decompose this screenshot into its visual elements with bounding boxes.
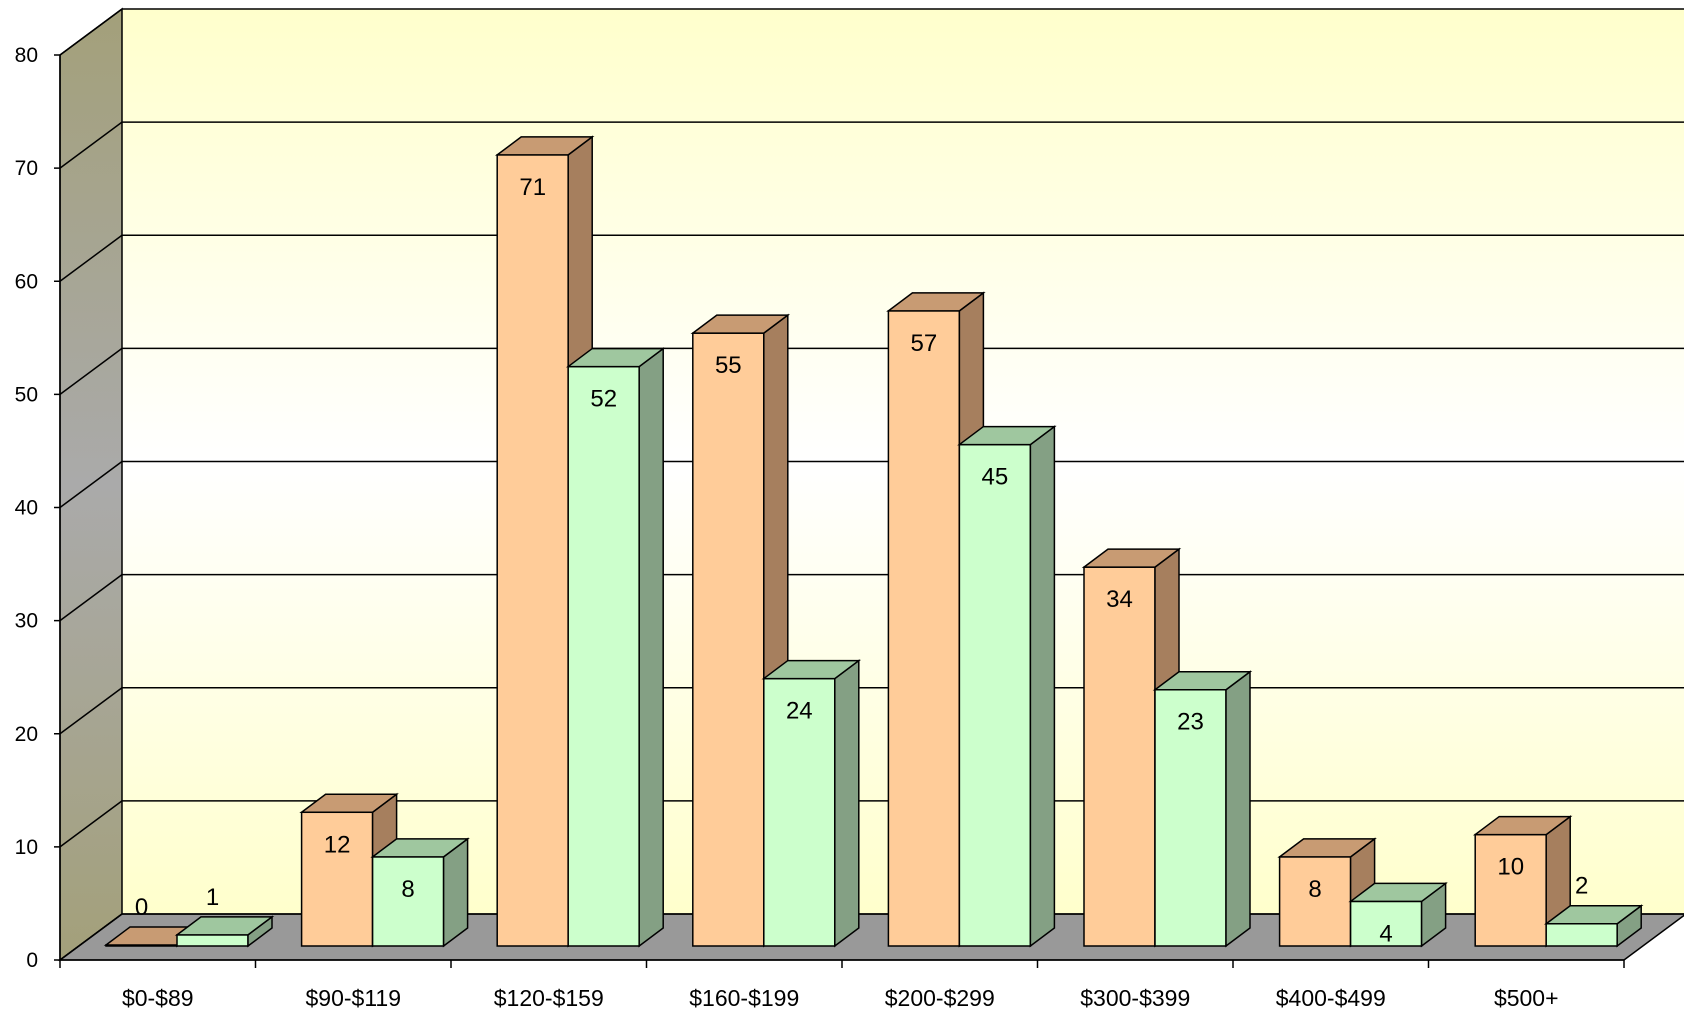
- bar: [565, 347, 666, 948]
- bar: [174, 915, 275, 948]
- y-tick-label: 10: [15, 836, 38, 859]
- data-label: 24: [786, 698, 813, 725]
- y-tick-label: 50: [15, 383, 38, 406]
- bar-top: [299, 793, 399, 814]
- gridline-side: [59, 347, 123, 395]
- category-label: $0-$89: [122, 985, 194, 1011]
- data-label: 10: [1497, 854, 1524, 881]
- bar-top: [1081, 548, 1182, 568]
- bars: [103, 135, 1644, 948]
- bar-front: [1545, 922, 1618, 947]
- data-label: 2: [1575, 873, 1588, 900]
- data-label: 23: [1177, 709, 1204, 736]
- bar-top: [957, 425, 1057, 446]
- category-label: $300-$399: [1080, 985, 1190, 1011]
- bar-front: [1154, 688, 1227, 947]
- bar-top: [494, 136, 595, 156]
- bar-front: [887, 310, 961, 947]
- gridline-side: [59, 234, 123, 282]
- data-label: 57: [911, 330, 938, 357]
- bar-front: [1349, 900, 1423, 947]
- bar: [1081, 547, 1182, 948]
- bar-top: [1348, 882, 1448, 903]
- bar-front: [958, 443, 1032, 947]
- bar-top: [565, 347, 666, 368]
- bar-top: [886, 292, 986, 312]
- gridline-side: [59, 460, 123, 509]
- bar: [957, 425, 1057, 948]
- data-label: 8: [1308, 876, 1321, 903]
- bar-top: [761, 659, 862, 680]
- bar-front: [176, 934, 249, 947]
- category-label: $500+: [1494, 985, 1559, 1011]
- gridline-side: [59, 800, 123, 848]
- category-label: $400-$499: [1276, 985, 1386, 1011]
- bar-front: [1083, 566, 1156, 947]
- labels: 0 1 12 8 71 52 55 24 57 45 34 23 8 4 10 2: [135, 174, 1589, 948]
- bar-front: [1474, 833, 1547, 947]
- gridline-side: [59, 913, 123, 961]
- gridline-side: [59, 121, 123, 169]
- bar-top: [1277, 838, 1377, 858]
- data-label: 55: [715, 352, 742, 379]
- bar-front: [300, 811, 374, 947]
- y-tick-label: 80: [15, 44, 38, 67]
- bar: [761, 659, 862, 948]
- bar: [1472, 815, 1573, 948]
- bar: [1543, 904, 1644, 948]
- y-tick-label: 40: [15, 497, 38, 520]
- data-label: 8: [401, 876, 414, 903]
- y-tick-label: 0: [26, 949, 38, 972]
- category-label: $200-$299: [885, 985, 995, 1011]
- data-label: 4: [1379, 920, 1392, 947]
- gridline-side: [59, 574, 123, 622]
- bar: [370, 837, 470, 948]
- data-label: 12: [324, 831, 351, 858]
- y-tick-label: 60: [15, 270, 38, 293]
- data-label: 71: [519, 174, 546, 201]
- data-label: 45: [982, 464, 1009, 491]
- data-label: 34: [1106, 586, 1133, 613]
- bar-side: [834, 659, 860, 948]
- bar-top: [1543, 904, 1644, 925]
- gridline-side: [59, 687, 123, 735]
- category-label: $90-$119: [306, 985, 402, 1011]
- gridline-side: [59, 8, 123, 56]
- bar-front: [567, 365, 640, 947]
- bar-side: [638, 347, 664, 948]
- y-tick-label: 20: [15, 723, 38, 746]
- category-label: $160-$199: [689, 985, 799, 1011]
- bar-top: [1472, 815, 1573, 836]
- y-tick-label: 70: [15, 157, 38, 180]
- data-label: 52: [590, 386, 617, 413]
- y-tick-label: 30: [15, 610, 38, 633]
- bar-side: [1029, 425, 1056, 948]
- data-label: 1: [206, 884, 219, 911]
- bar-front: [496, 154, 569, 947]
- bar: [1152, 670, 1253, 948]
- bar: [1348, 881, 1448, 948]
- data-label: 0: [135, 894, 148, 921]
- bar-top: [690, 314, 791, 334]
- bar-top: [1152, 670, 1253, 691]
- bar-top: [370, 838, 470, 858]
- category-label: $120-$159: [494, 985, 604, 1011]
- bar-side: [1225, 670, 1251, 948]
- bar-front: [692, 332, 765, 947]
- bar-top: [174, 916, 275, 936]
